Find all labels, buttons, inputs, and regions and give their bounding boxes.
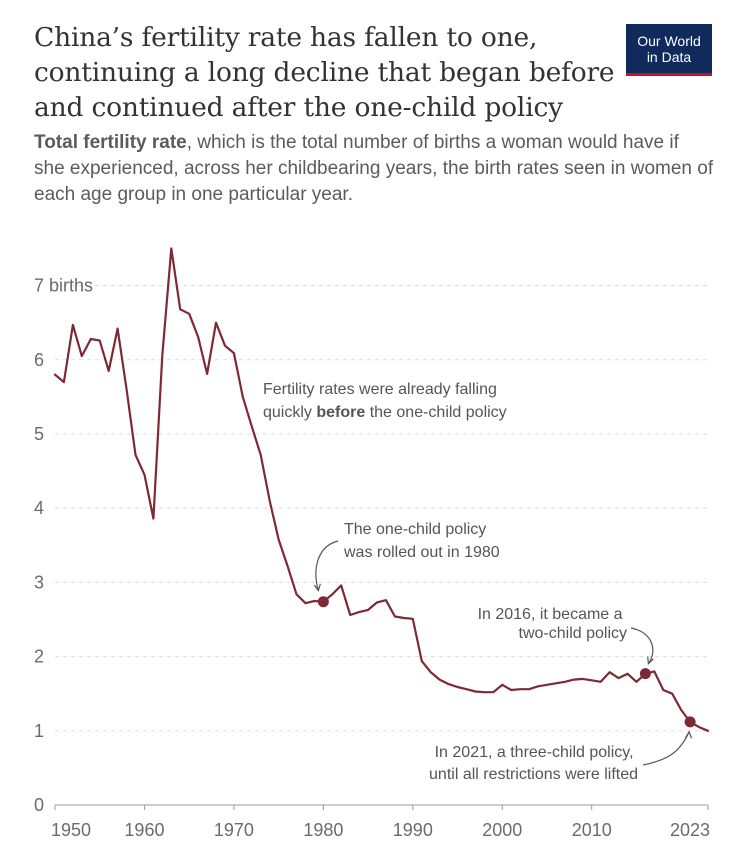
annotation-two-child-line2: two-child policy — [519, 625, 627, 642]
x-tick-label-1980: 1980 — [303, 820, 343, 840]
grid-layer — [55, 285, 708, 806]
owid-logo[interactable]: Our World in Data — [626, 24, 712, 76]
annotation-falling-line2: quickly before the one-child policy — [263, 404, 507, 421]
series-line-fertility-rate — [53, 247, 710, 732]
connector-three-child-head — [684, 730, 693, 739]
annotation-three-child: In 2021, a three-child policy, until all… — [429, 744, 638, 783]
y-tick-label-2: 2 — [34, 647, 44, 667]
marker-layer — [317, 596, 696, 728]
x-tick-label-1960: 1960 — [124, 820, 164, 840]
subtitle-bold: Total fertility rate — [34, 132, 187, 153]
subtitle-rest: , which is the total number of births a … — [34, 132, 714, 205]
y-tick-label-1: 1 — [34, 721, 44, 741]
y-tick-label-4: 4 — [34, 498, 44, 518]
x-tick-label-2010: 2010 — [572, 820, 612, 840]
annotation-one-child: The one-child policy was rolled out in 1… — [343, 521, 500, 561]
logo-line-2: in Data — [646, 48, 692, 65]
connector-two-child-head — [647, 656, 654, 665]
annotation-falling: Fertility rates were already falling qui… — [263, 381, 507, 421]
marker-1980 — [317, 596, 329, 608]
annotation-connectors — [313, 540, 693, 766]
annotation-falling-post: the one-child policy — [365, 404, 506, 421]
x-tick-label-1970: 1970 — [214, 820, 254, 840]
series-layer — [53, 247, 710, 732]
annotation-three-child-line2: until all restrictions were lifted — [429, 766, 638, 783]
x-tick-label-1990: 1990 — [393, 820, 433, 840]
marker-2016 — [639, 668, 651, 680]
annotation-falling-bold: before — [316, 404, 365, 421]
connector-one-child-head — [313, 583, 321, 593]
x-tick-label-2023: 2023 — [670, 820, 710, 840]
annotation-one-child-line1: The one-child policy — [344, 521, 486, 538]
x-tick-label-2000: 2000 — [482, 820, 522, 840]
y-tick-label-7: 7 births — [34, 276, 93, 296]
connector-three-child — [642, 731, 690, 766]
x-tick-labels: 1950 1960 1970 1980 1990 2000 2010 2023 — [51, 805, 710, 840]
y-tick-label-5: 5 — [34, 424, 44, 444]
y-tick-label-3: 3 — [34, 572, 44, 592]
annotation-three-child-line1: In 2021, a three-child policy, — [435, 744, 634, 761]
annotation-falling-pre: quickly — [263, 404, 316, 421]
marker-2021 — [684, 716, 696, 728]
logo-line-1: Our World — [637, 32, 701, 49]
annotation-one-child-line2: was rolled out in 1980 — [343, 544, 500, 561]
chart-title: China’s fertility rate has fallen to one… — [34, 22, 615, 123]
y-tick-labels: 0 1 2 3 4 5 6 7 births — [34, 276, 93, 815]
connector-one-child — [315, 540, 339, 591]
y-tick-label-0: 0 — [34, 795, 44, 815]
annotation-falling-line1: Fertility rates were already falling — [263, 381, 497, 398]
annotation-two-child: In 2016, it became a two-child policy — [478, 606, 627, 642]
chart-subtitle: Total fertility rate, which is the total… — [34, 130, 714, 208]
connector-two-child — [630, 627, 654, 665]
annotation-two-child-line1: In 2016, it became a — [478, 606, 623, 623]
x-tick-label-1950: 1950 — [51, 820, 91, 840]
y-tick-label-6: 6 — [34, 350, 44, 370]
